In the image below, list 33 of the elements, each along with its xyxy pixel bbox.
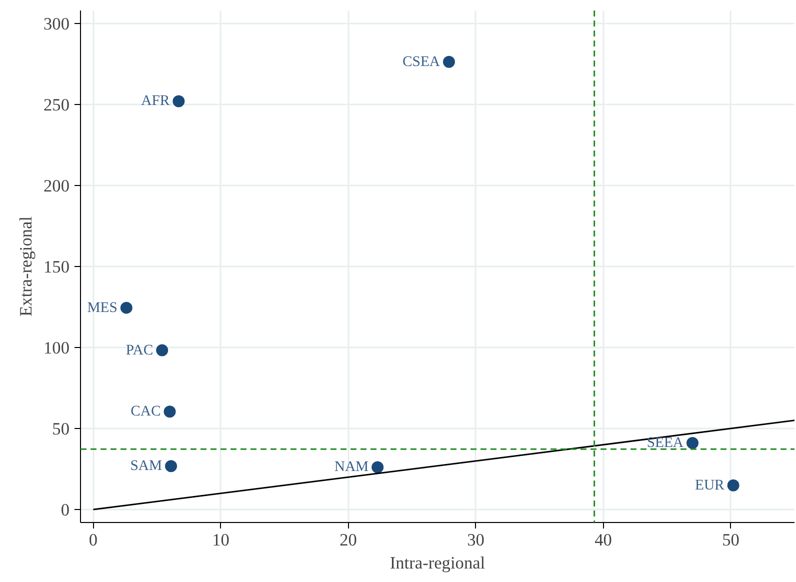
annotation: EUR [694, 477, 725, 494]
y-axis-title: Extra-regional [16, 216, 36, 317]
point [156, 344, 168, 356]
y-tick-label: 300 [44, 14, 70, 34]
y-tick-label: 150 [44, 258, 70, 276]
x-axis-title: Intra-regional [390, 554, 486, 572]
point [120, 302, 132, 314]
annotation: NAM [334, 459, 369, 476]
annotation: SEEA [646, 434, 684, 451]
point [686, 436, 698, 449]
y-tick-label: 250 [44, 95, 70, 114]
point [442, 56, 455, 68]
point [727, 479, 740, 492]
x-tick-label: 20 [340, 530, 357, 550]
annotation: CSEA [402, 54, 440, 70]
annotation: CAC [130, 404, 161, 420]
point [372, 461, 384, 474]
y-tick-label: 200 [44, 176, 70, 196]
annotation: PAC [126, 342, 154, 358]
annotation: MES [87, 300, 118, 316]
point [165, 460, 178, 472]
x-tick-label: 10 [212, 530, 230, 550]
x-tick-label: 30 [467, 530, 484, 550]
x-tick-label: 0 [88, 530, 98, 550]
point [164, 406, 176, 418]
point [172, 95, 185, 108]
annotation: AFR [141, 93, 170, 110]
x-tick-label: 40 [594, 530, 612, 550]
x-tick-label: 50 [722, 530, 740, 550]
y-tick-label: 50 [52, 420, 70, 439]
annotation: SAM [130, 458, 162, 474]
y-tick-label: 100 [44, 338, 70, 358]
y-tick-label: 0 [60, 500, 70, 520]
